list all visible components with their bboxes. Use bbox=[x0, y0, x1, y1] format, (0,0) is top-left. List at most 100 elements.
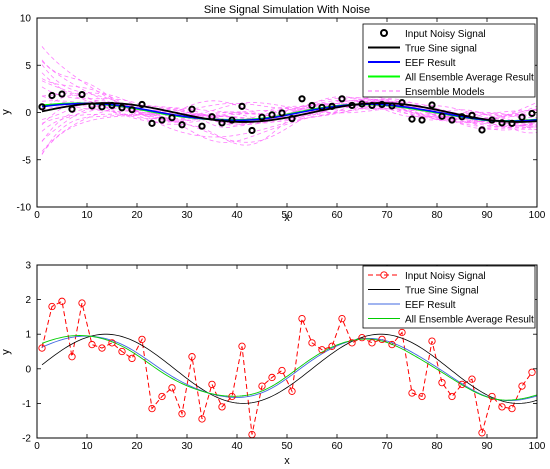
bottom-chart-x-tick-label: 0 bbox=[34, 441, 40, 452]
top-chart-y-axis-label: y bbox=[0, 109, 12, 115]
top-chart-x-axis-label: x bbox=[284, 212, 290, 224]
legend-label: All Ensemble Average Result bbox=[405, 73, 534, 84]
noisy-signal-point bbox=[358, 100, 366, 108]
noisy-signal-point bbox=[288, 115, 296, 123]
bottom-chart-y-axis-label: y bbox=[0, 349, 12, 355]
noisy-signal-point bbox=[428, 337, 436, 345]
noisy-signal-point bbox=[108, 101, 116, 110]
true-sine-line bbox=[41, 333, 538, 404]
ensemble-model-line bbox=[41, 46, 538, 128]
noisy-signal-point bbox=[458, 113, 466, 121]
top-chart-x-tick-label: 90 bbox=[481, 210, 493, 221]
noisy-signal-point bbox=[218, 403, 226, 411]
noisy-signal-point bbox=[328, 102, 336, 110]
noisy-signal-line bbox=[41, 300, 533, 435]
noisy-signal-point bbox=[368, 339, 376, 347]
noisy-signal-point bbox=[178, 121, 186, 129]
noisy-signal-point bbox=[308, 101, 316, 110]
noisy-signal-point bbox=[468, 375, 476, 383]
noisy-signal-point bbox=[528, 368, 536, 376]
noisy-signal-point bbox=[398, 98, 406, 107]
top-chart-y-tick-label: 0 bbox=[25, 108, 31, 119]
noisy-signal-point bbox=[88, 340, 96, 349]
noisy-signal-point bbox=[248, 126, 256, 135]
noisy-signal-point bbox=[458, 380, 466, 389]
noisy-signal-point bbox=[348, 101, 356, 110]
top-chart-title: Sine Signal Simulation With Noise bbox=[204, 4, 370, 16]
noisy-signal-point bbox=[388, 102, 396, 110]
noisy-signal-point bbox=[368, 101, 376, 110]
bottom-chart-x-tick-label: 40 bbox=[231, 441, 243, 452]
noisy-signal-point bbox=[488, 392, 496, 401]
noisy-signal-point bbox=[398, 328, 406, 337]
noisy-signal-point bbox=[278, 109, 286, 117]
noisy-signal-point bbox=[318, 346, 326, 354]
noisy-signal-point bbox=[208, 380, 216, 389]
noisy-signal-point bbox=[48, 91, 56, 100]
bottom-chart-x-tick-label: 20 bbox=[131, 441, 143, 452]
noisy-signal-point bbox=[98, 103, 106, 111]
noisy-signal-point bbox=[158, 392, 166, 401]
top-chart-x-tick-label: 60 bbox=[331, 210, 343, 221]
noisy-signal-point bbox=[418, 392, 426, 401]
noisy-signal-point bbox=[188, 105, 196, 113]
noisy-signal-point bbox=[238, 342, 246, 350]
bottom-chart-y-tick-label: -2 bbox=[22, 434, 31, 445]
noisy-signal-point bbox=[68, 353, 76, 361]
noisy-signal-point bbox=[478, 429, 486, 437]
noisy-signal-point bbox=[308, 339, 316, 347]
legend-label: True Sine Signal bbox=[405, 286, 479, 297]
noisy-signal-point bbox=[48, 302, 56, 311]
noisy-signal-point bbox=[498, 403, 506, 411]
bottom-chart-x-tick-label: 50 bbox=[281, 441, 293, 452]
bottom-chart-y-tick-label: -1 bbox=[22, 399, 31, 410]
bottom-chart: 0 10 20 30 40 50 60 70 80 90 100 -2 -1 0 1 2 3 x y Input… bbox=[0, 261, 546, 468]
bottom-chart-x-tick-label: 30 bbox=[181, 441, 193, 452]
noisy-signal-point bbox=[238, 102, 246, 110]
bottom-chart-x-tick-label: 70 bbox=[381, 441, 393, 452]
noisy-signal-point bbox=[318, 103, 326, 111]
noisy-signal-point bbox=[298, 95, 306, 103]
legend-marker bbox=[380, 29, 388, 37]
noisy-signal-point bbox=[98, 344, 106, 352]
noisy-signal-point bbox=[58, 297, 66, 305]
noisy-signal-point bbox=[508, 404, 516, 413]
noisy-signal-point bbox=[228, 392, 236, 401]
noisy-signal-point bbox=[198, 122, 206, 130]
bottom-chart-x-tick-label: 60 bbox=[331, 441, 343, 452]
noisy-signal-point bbox=[428, 101, 436, 109]
noisy-signal-point bbox=[258, 382, 266, 390]
noisy-signal-point bbox=[348, 339, 356, 347]
top-chart-x-tick-label: 10 bbox=[81, 210, 93, 221]
noisy-signal-point bbox=[68, 105, 76, 113]
noisy-signal-point bbox=[138, 100, 146, 109]
bottom-chart-y-tick-label: 0 bbox=[25, 364, 31, 375]
noisy-signal-point bbox=[118, 347, 126, 356]
noisy-signal-point bbox=[148, 404, 156, 413]
ensemble-model-line bbox=[41, 97, 538, 152]
noisy-signal-point bbox=[228, 116, 236, 124]
noisy-signal-point bbox=[518, 113, 526, 121]
bottom-chart-x-tick-label: 100 bbox=[529, 441, 546, 452]
average-result-line bbox=[41, 335, 538, 401]
noisy-signal-point bbox=[378, 335, 386, 344]
noisy-signal-point bbox=[478, 126, 486, 134]
legend-label: Input Noisy Signal bbox=[405, 271, 486, 282]
noisy-signal-point bbox=[108, 339, 116, 347]
legend-label: True Sine signal bbox=[405, 44, 477, 55]
noisy-signal-point bbox=[158, 116, 166, 124]
bottom-chart-y-tick-label: 3 bbox=[25, 261, 31, 272]
noisy-signal-point bbox=[388, 340, 396, 349]
top-chart-y-tick-label: 10 bbox=[20, 14, 32, 25]
legend-label: EEF Result bbox=[405, 300, 456, 311]
noisy-signal-point bbox=[78, 299, 86, 307]
top-chart-y-tick-label: -10 bbox=[17, 203, 32, 214]
top-chart-x-tick-label: 30 bbox=[181, 210, 193, 221]
bottom-chart-legend: Input Noisy Signal True Sine Signal EEF Re… bbox=[362, 265, 536, 329]
noisy-signal-point bbox=[178, 410, 186, 418]
top-chart: Sine Signal Simulation With Noise 0 10 20 3… bbox=[0, 4, 546, 224]
noisy-signal-point bbox=[268, 111, 276, 119]
noisy-signal-point bbox=[268, 373, 276, 382]
noisy-signal-point bbox=[88, 102, 96, 110]
